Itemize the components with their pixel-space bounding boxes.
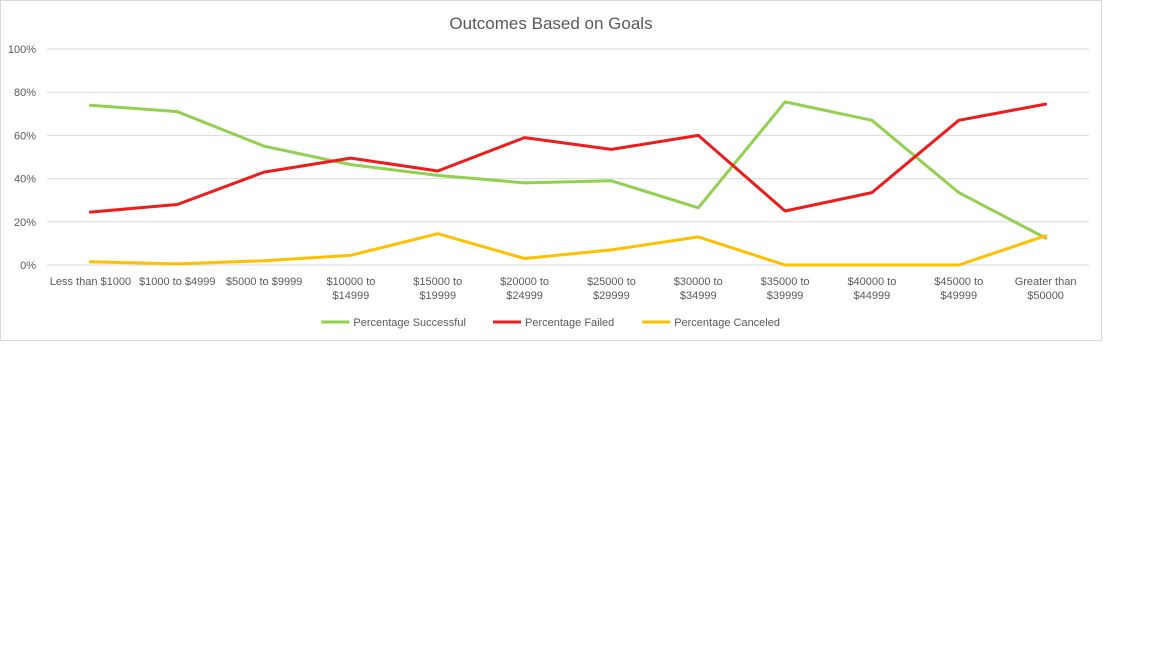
x-tick-label: $40000 to $44999 [847,276,896,302]
y-tick-label: 0% [20,260,36,272]
y-tick-label: 80% [14,87,36,99]
x-axis-tick-labels: Less than $1000 $1000 to $4999 $5000 to $9… [50,276,1077,302]
x-tick-label: $10000 to $14999 [326,276,375,302]
series-line-percentage-failed [88,102,1048,214]
legend: Percentage Successful Percentage Failed Pe… [321,317,780,329]
x-tick-label: $30000 to $34999 [674,276,723,302]
x-tick-label: $15000 to $19999 [413,276,462,302]
y-tick-label: 20% [14,217,36,229]
chart-title: Outcomes Based on Goals [449,14,652,33]
series-line-percentage-successful [88,100,1048,240]
x-tick-label-line: $49999 [940,290,977,302]
x-tick-label-line: Greater than [1015,276,1077,288]
legend-label: Percentage Successful [353,317,466,329]
x-tick-label-line: Less than $1000 [50,276,131,288]
x-tick-label-line: $1000 to $4999 [139,276,215,288]
x-tick-label: $5000 to $9999 [226,276,302,288]
x-tick-label-line: $29999 [593,290,630,302]
legend-label: Percentage Failed [525,317,614,329]
x-tick-label-line: $44999 [854,290,891,302]
x-tick-label-line: $10000 to [326,276,375,288]
x-tick-label: Less than $1000 [50,276,131,288]
series-line-percentage-canceled [88,232,1048,267]
x-tick-label: $45000 to $49999 [934,276,983,302]
y-tick-label: 60% [14,130,36,142]
x-tick-label-line: $39999 [767,290,804,302]
chart-area [0,0,1102,341]
x-tick-label-line: $19999 [419,290,456,302]
x-tick-label: Greater than $50000 [1015,276,1077,302]
x-tick-label: $20000 to $24999 [500,276,549,302]
x-tick-label-line: $20000 to [500,276,549,288]
x-tick-label-line: $35000 to [761,276,810,288]
series-lines [88,100,1048,267]
x-tick-label-line: $30000 to [674,276,723,288]
x-tick-label: $25000 to $29999 [587,276,636,302]
gridlines [47,48,1089,266]
x-tick-label-line: $14999 [333,290,370,302]
x-tick-label-line: $24999 [506,290,543,302]
x-tick-label-line: $5000 to $9999 [226,276,302,288]
x-tick-label: $1000 to $4999 [139,276,215,288]
y-axis-tick-labels: 0% 20% 40% 60% 80% 100% [8,44,36,272]
x-tick-label-line: $25000 to [587,276,636,288]
x-tick-label-line: $34999 [680,290,717,302]
y-tick-label: 100% [8,44,36,56]
y-tick-label: 40% [14,174,36,186]
x-tick-label-line: $40000 to [847,276,896,288]
x-tick-label-line: $15000 to [413,276,462,288]
x-tick-label: $35000 to $39999 [761,276,810,302]
legend-label: Percentage Canceled [674,317,780,329]
x-tick-label-line: $45000 to [934,276,983,288]
x-tick-label-line: $50000 [1027,290,1064,302]
